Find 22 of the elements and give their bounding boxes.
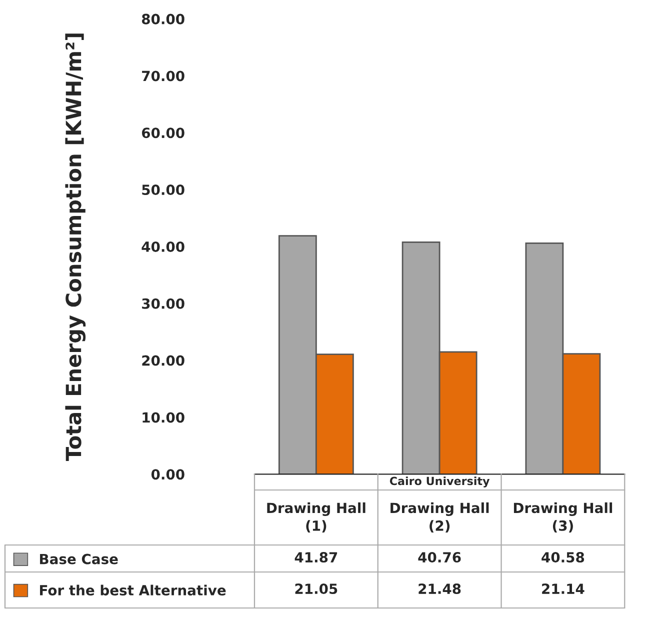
y-tick-label: 50.00 bbox=[142, 184, 184, 196]
y-tick-label: 10.00 bbox=[142, 412, 184, 423]
y-tick-label: 70.00 bbox=[142, 70, 184, 82]
y-tick-label: 20.00 bbox=[142, 355, 184, 366]
legend-label: For the best Alternative bbox=[40, 584, 226, 596]
data-label: 41.87 bbox=[294, 552, 338, 563]
x-tick-label: Drawing Hall (3) bbox=[514, 502, 612, 533]
y-tick-label: 0.00 bbox=[151, 469, 184, 480]
legend-label: Base Case bbox=[40, 554, 118, 564]
y-tick-label: 40.00 bbox=[142, 241, 184, 252]
text: Cairo University bbox=[390, 476, 490, 488]
data-label: 21.14 bbox=[542, 584, 584, 594]
x-tick-label: Drawing Hall (2) bbox=[390, 502, 489, 533]
x-tick-label: Drawing Hall (1) bbox=[267, 502, 366, 533]
y-axis-title: Total Energy Consumption [KWH/m²] bbox=[65, 34, 86, 461]
y-tick-label: 60.00 bbox=[142, 128, 184, 138]
data-label: 21.48 bbox=[418, 584, 461, 594]
y-tick-label: 80.00 bbox=[142, 14, 184, 24]
data-label: 40.58 bbox=[542, 552, 584, 563]
data-label: 21.05 bbox=[295, 584, 338, 594]
y-tick-label: 30.00 bbox=[142, 298, 184, 309]
data-label: 40.76 bbox=[418, 552, 461, 563]
